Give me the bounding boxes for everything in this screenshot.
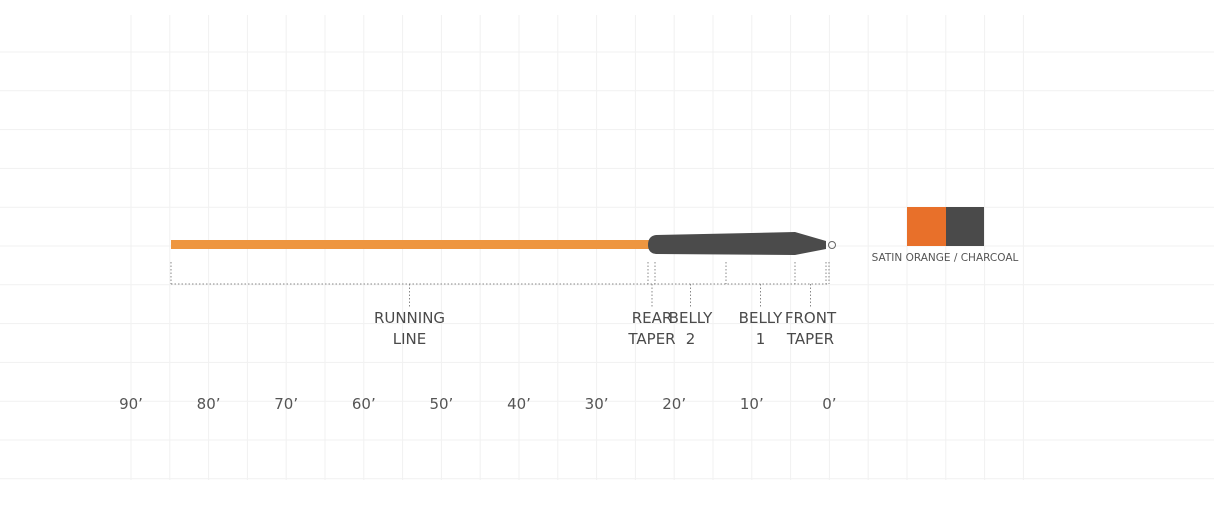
segment-brackets [170,262,830,307]
scale-label: 0’ [822,395,836,413]
segment-label: LINE [393,330,426,348]
scale-label: 80’ [197,395,221,413]
segment-label: BELLY [669,309,713,327]
scale-label: 50’ [429,395,453,413]
scale-label: 40’ [507,395,531,413]
scale-label: 10’ [740,395,764,413]
scale-label: 70’ [274,395,298,413]
running-line [171,240,653,249]
loop [828,241,836,249]
segment-labels: RUNNINGLINEREARTAPERBELLY2BELLY1FRONTTAP… [374,309,837,348]
swatch-charcoal [946,207,984,246]
scale-label: 20’ [662,395,686,413]
segment-label: REAR [632,309,673,327]
scale-label: 60’ [352,395,376,413]
head [648,232,826,255]
segment-label: RUNNING [374,309,445,327]
swatch-orange [907,207,946,246]
segment-label: 1 [756,330,766,348]
scale: 90’ 80’ 70’ 60’ 50’ 40’ 30’ 20’ 10’ 0’ [119,395,836,413]
segment-label: TAPER [786,330,834,348]
segment-label: FRONT [785,309,837,327]
segment-label: 2 [686,330,696,348]
segment-label: TAPER [627,330,675,348]
color-label: SATIN ORANGE / CHARCOAL [872,252,1019,264]
segment-label: BELLY [739,309,783,327]
scale-label: 30’ [585,395,609,413]
scale-label: 90’ [119,395,143,413]
